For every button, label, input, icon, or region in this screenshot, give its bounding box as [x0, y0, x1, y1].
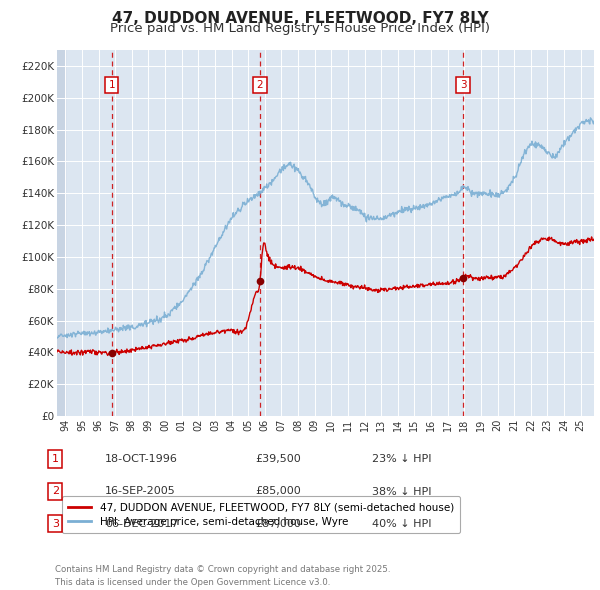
- Text: 1: 1: [52, 454, 59, 464]
- Text: 3: 3: [52, 519, 59, 529]
- Text: 3: 3: [460, 80, 466, 90]
- Text: 2: 2: [52, 487, 59, 496]
- Text: 23% ↓ HPI: 23% ↓ HPI: [372, 454, 431, 464]
- Bar: [57, 50, 65, 416]
- Text: 47, DUDDON AVENUE, FLEETWOOD, FY7 8LY: 47, DUDDON AVENUE, FLEETWOOD, FY7 8LY: [112, 11, 488, 25]
- Text: 40% ↓ HPI: 40% ↓ HPI: [372, 519, 431, 529]
- Text: 2: 2: [257, 80, 263, 90]
- Text: 1: 1: [109, 80, 115, 90]
- Text: £87,000: £87,000: [255, 519, 301, 529]
- Text: 18-OCT-1996: 18-OCT-1996: [105, 454, 178, 464]
- Text: Contains HM Land Registry data © Crown copyright and database right 2025.
This d: Contains HM Land Registry data © Crown c…: [55, 565, 391, 587]
- Text: 16-SEP-2005: 16-SEP-2005: [105, 487, 176, 496]
- Text: 06-DEC-2017: 06-DEC-2017: [105, 519, 179, 529]
- Text: 38% ↓ HPI: 38% ↓ HPI: [372, 487, 431, 496]
- Text: Price paid vs. HM Land Registry's House Price Index (HPI): Price paid vs. HM Land Registry's House …: [110, 22, 490, 35]
- Text: £39,500: £39,500: [255, 454, 301, 464]
- Legend: 47, DUDDON AVENUE, FLEETWOOD, FY7 8LY (semi-detached house), HPI: Average price,: 47, DUDDON AVENUE, FLEETWOOD, FY7 8LY (s…: [62, 496, 460, 533]
- Text: £85,000: £85,000: [255, 487, 301, 496]
